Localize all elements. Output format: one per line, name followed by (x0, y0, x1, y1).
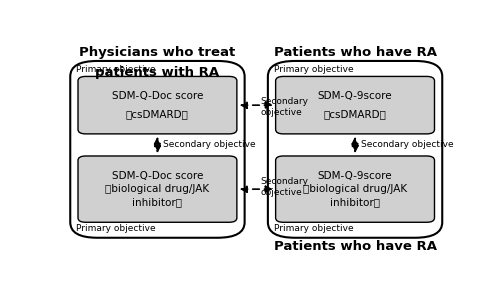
Text: Physicians who treat: Physicians who treat (80, 46, 235, 59)
Text: SDM-Q-9score: SDM-Q-9score (318, 171, 392, 181)
Text: （csDMARD）: （csDMARD） (126, 109, 189, 119)
Text: Primary objective: Primary objective (76, 224, 156, 233)
Text: （biological drug/JAK: （biological drug/JAK (303, 184, 407, 194)
Text: SDM-Q-Doc score: SDM-Q-Doc score (112, 91, 203, 101)
Text: Patients who have RA: Patients who have RA (274, 240, 436, 253)
Text: SDM-Q-9score: SDM-Q-9score (318, 91, 392, 101)
Text: Primary objective: Primary objective (76, 65, 156, 74)
Text: inhibitor）: inhibitor） (330, 197, 380, 208)
FancyBboxPatch shape (78, 76, 237, 134)
FancyBboxPatch shape (70, 61, 244, 238)
Text: Secondary objective: Secondary objective (361, 140, 454, 150)
Text: inhibitor）: inhibitor） (132, 197, 182, 208)
Text: Secondary
objective: Secondary objective (260, 177, 308, 197)
Text: Secondary objective: Secondary objective (163, 140, 256, 150)
FancyBboxPatch shape (276, 156, 434, 222)
Text: Patients who have RA: Patients who have RA (274, 46, 436, 59)
Text: Primary objective: Primary objective (274, 224, 353, 233)
Text: patients with RA: patients with RA (96, 66, 220, 79)
Text: Primary objective: Primary objective (274, 65, 353, 74)
FancyBboxPatch shape (78, 156, 237, 222)
Text: （biological drug/JAK: （biological drug/JAK (106, 184, 210, 194)
FancyBboxPatch shape (276, 76, 434, 134)
FancyBboxPatch shape (268, 61, 442, 238)
Text: Secondary
objective: Secondary objective (260, 97, 308, 117)
Text: （csDMARD）: （csDMARD） (324, 109, 386, 119)
Text: SDM-Q-Doc score: SDM-Q-Doc score (112, 171, 203, 181)
